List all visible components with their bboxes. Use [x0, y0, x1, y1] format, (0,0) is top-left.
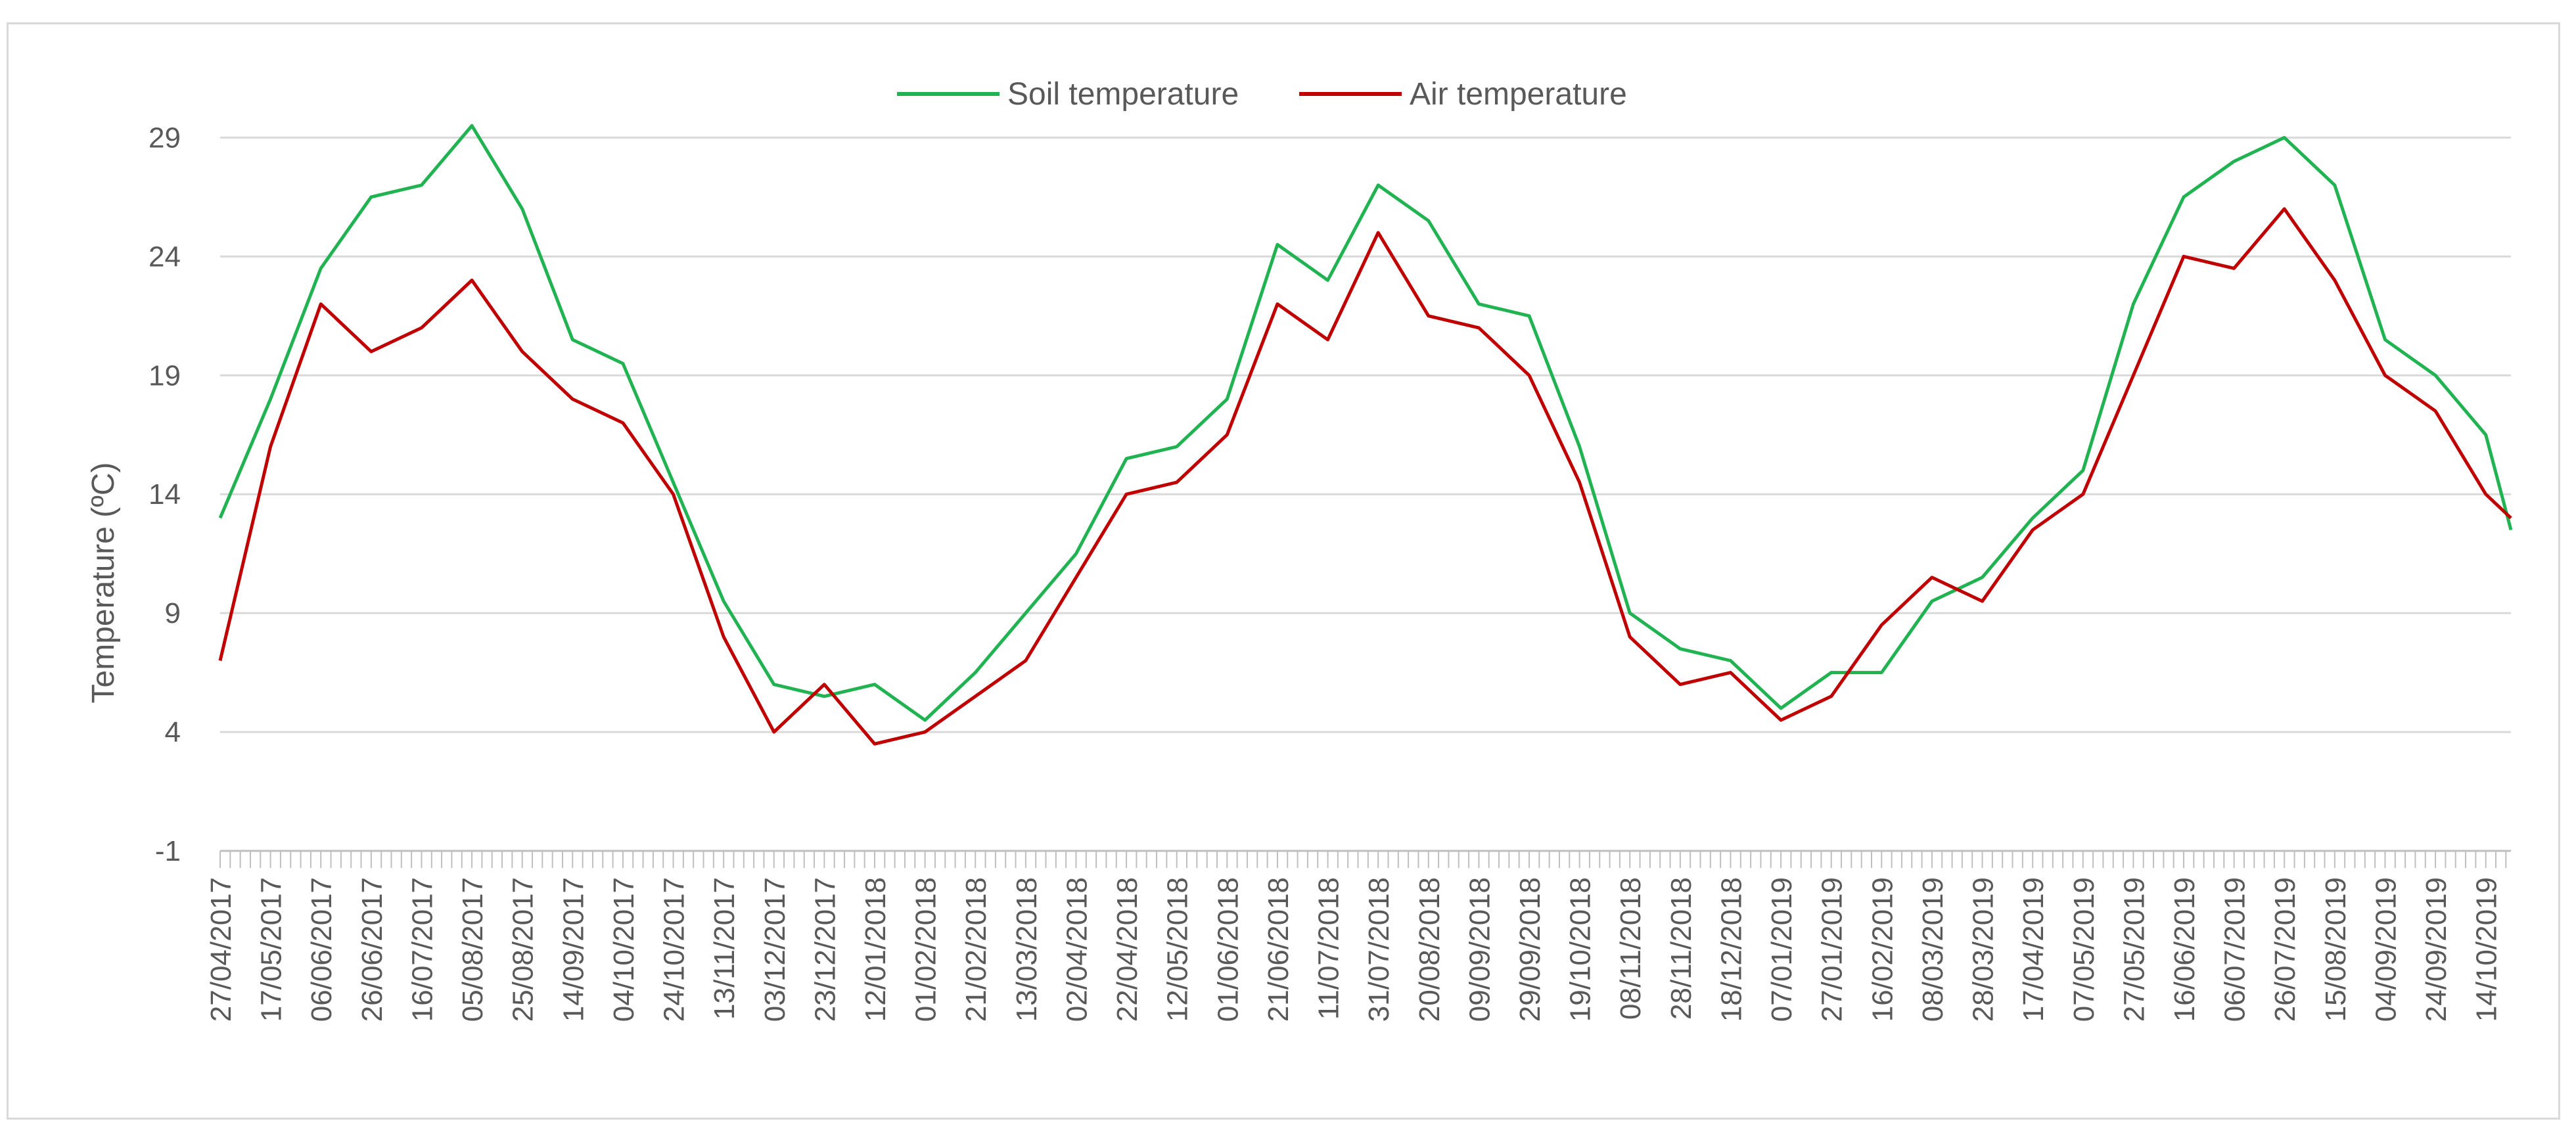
- x-tick-label: 16/07/2017: [406, 877, 438, 1022]
- y-tick-label: -1: [155, 835, 181, 867]
- x-tick-label: 02/04/2018: [1061, 877, 1093, 1022]
- y-tick-label: 14: [149, 478, 181, 511]
- chart-frame: -1 4 9 14 19 24 29 27/04/2017 17/05/2017 06/06/2…: [7, 22, 2560, 1120]
- x-tick-label: 31/07/2018: [1363, 877, 1395, 1022]
- x-tick-label: 07/01/2019: [1766, 877, 1798, 1022]
- y-tick-label: 29: [149, 122, 181, 154]
- x-tick-label: 15/08/2019: [2320, 877, 2352, 1022]
- x-tick-label: 20/08/2018: [1414, 877, 1446, 1022]
- x-tick-label: 07/05/2019: [2068, 877, 2100, 1022]
- x-tick-label: 17/04/2019: [2017, 877, 2050, 1022]
- gridlines: [220, 136, 2511, 852]
- legend-soil-label: Soil temperature: [1007, 77, 1239, 112]
- x-tick-label: 17/05/2017: [256, 877, 288, 1022]
- x-tick-label: 26/06/2017: [356, 877, 388, 1022]
- x-tick-label: 04/09/2019: [2370, 877, 2402, 1022]
- x-tick-label: 01/02/2018: [910, 877, 942, 1022]
- x-tick-label: 11/07/2018: [1313, 877, 1345, 1020]
- x-tick-label: 03/12/2017: [759, 877, 791, 1022]
- x-tick-label: 08/11/2018: [1615, 877, 1647, 1020]
- x-tick-label: 09/09/2018: [1463, 877, 1496, 1022]
- y-axis-tick-labels: -1 4 9 14 19 24 29: [149, 122, 181, 867]
- x-tick-label: 28/03/2019: [1967, 877, 2000, 1022]
- x-axis-tick-labels: 27/04/2017 17/05/2017 06/06/2017 26/06/2017…: [205, 877, 2503, 1022]
- air-temperature-line: [218, 207, 2512, 746]
- x-tick-label: 27/05/2019: [2118, 877, 2150, 1022]
- x-tick-label: 13/03/2018: [1011, 877, 1043, 1022]
- x-tick-label: 05/08/2017: [457, 877, 489, 1022]
- x-tick-label: 28/11/2018: [1665, 877, 1697, 1020]
- legend: Soil temperature Air temperature: [897, 77, 1627, 112]
- x-tick-label: 16/02/2019: [1866, 877, 1898, 1022]
- x-tick-label: 08/03/2019: [1917, 877, 1949, 1022]
- soil-temperature-line: [218, 124, 2513, 722]
- x-tick-label: 14/09/2017: [557, 877, 589, 1022]
- x-tick-label: 12/01/2018: [860, 877, 892, 1022]
- series-lines: [218, 124, 2513, 746]
- x-tick-label: 24/10/2017: [658, 877, 691, 1022]
- x-tick-label: 27/01/2019: [1816, 877, 1849, 1022]
- temperature-chart: -1 4 9 14 19 24 29 27/04/2017 17/05/2017 06/06/2…: [86, 77, 2513, 1022]
- x-tick-label: 23/12/2017: [809, 877, 841, 1022]
- x-tick-label: 04/10/2017: [608, 877, 640, 1022]
- legend-air-label: Air temperature: [1410, 77, 1627, 112]
- y-tick-label: 4: [165, 716, 181, 748]
- x-tick-label: 16/06/2019: [2169, 877, 2201, 1022]
- x-tick-label: 21/06/2018: [1262, 877, 1295, 1022]
- y-tick-label: 19: [149, 359, 181, 392]
- x-tick-label: 18/12/2018: [1715, 877, 1747, 1022]
- x-tick-label: 25/08/2017: [507, 877, 540, 1022]
- x-tick-label: 24/09/2019: [2420, 877, 2452, 1022]
- x-tick-label: 13/11/2017: [708, 877, 741, 1020]
- x-tick-label: 19/10/2018: [1565, 877, 1597, 1022]
- x-tick-label: 22/04/2018: [1111, 877, 1143, 1022]
- x-tick-label: 26/07/2019: [2269, 877, 2301, 1022]
- y-tick-label: 24: [149, 240, 181, 273]
- y-axis-title: Temperature (ºC): [86, 463, 121, 704]
- x-tick-label: 01/06/2018: [1212, 877, 1244, 1022]
- x-tick-label: 21/02/2018: [960, 877, 992, 1022]
- x-tick-label: 06/07/2019: [2219, 877, 2251, 1022]
- axes: [219, 850, 2511, 868]
- x-tick-label: 06/06/2017: [306, 877, 338, 1022]
- x-tick-label: 14/10/2019: [2471, 877, 2503, 1022]
- x-tick-label: 29/09/2018: [1514, 877, 1546, 1022]
- x-tick-label: 27/04/2017: [205, 877, 237, 1022]
- x-tick-label: 12/05/2018: [1162, 877, 1194, 1022]
- y-tick-label: 9: [165, 597, 181, 629]
